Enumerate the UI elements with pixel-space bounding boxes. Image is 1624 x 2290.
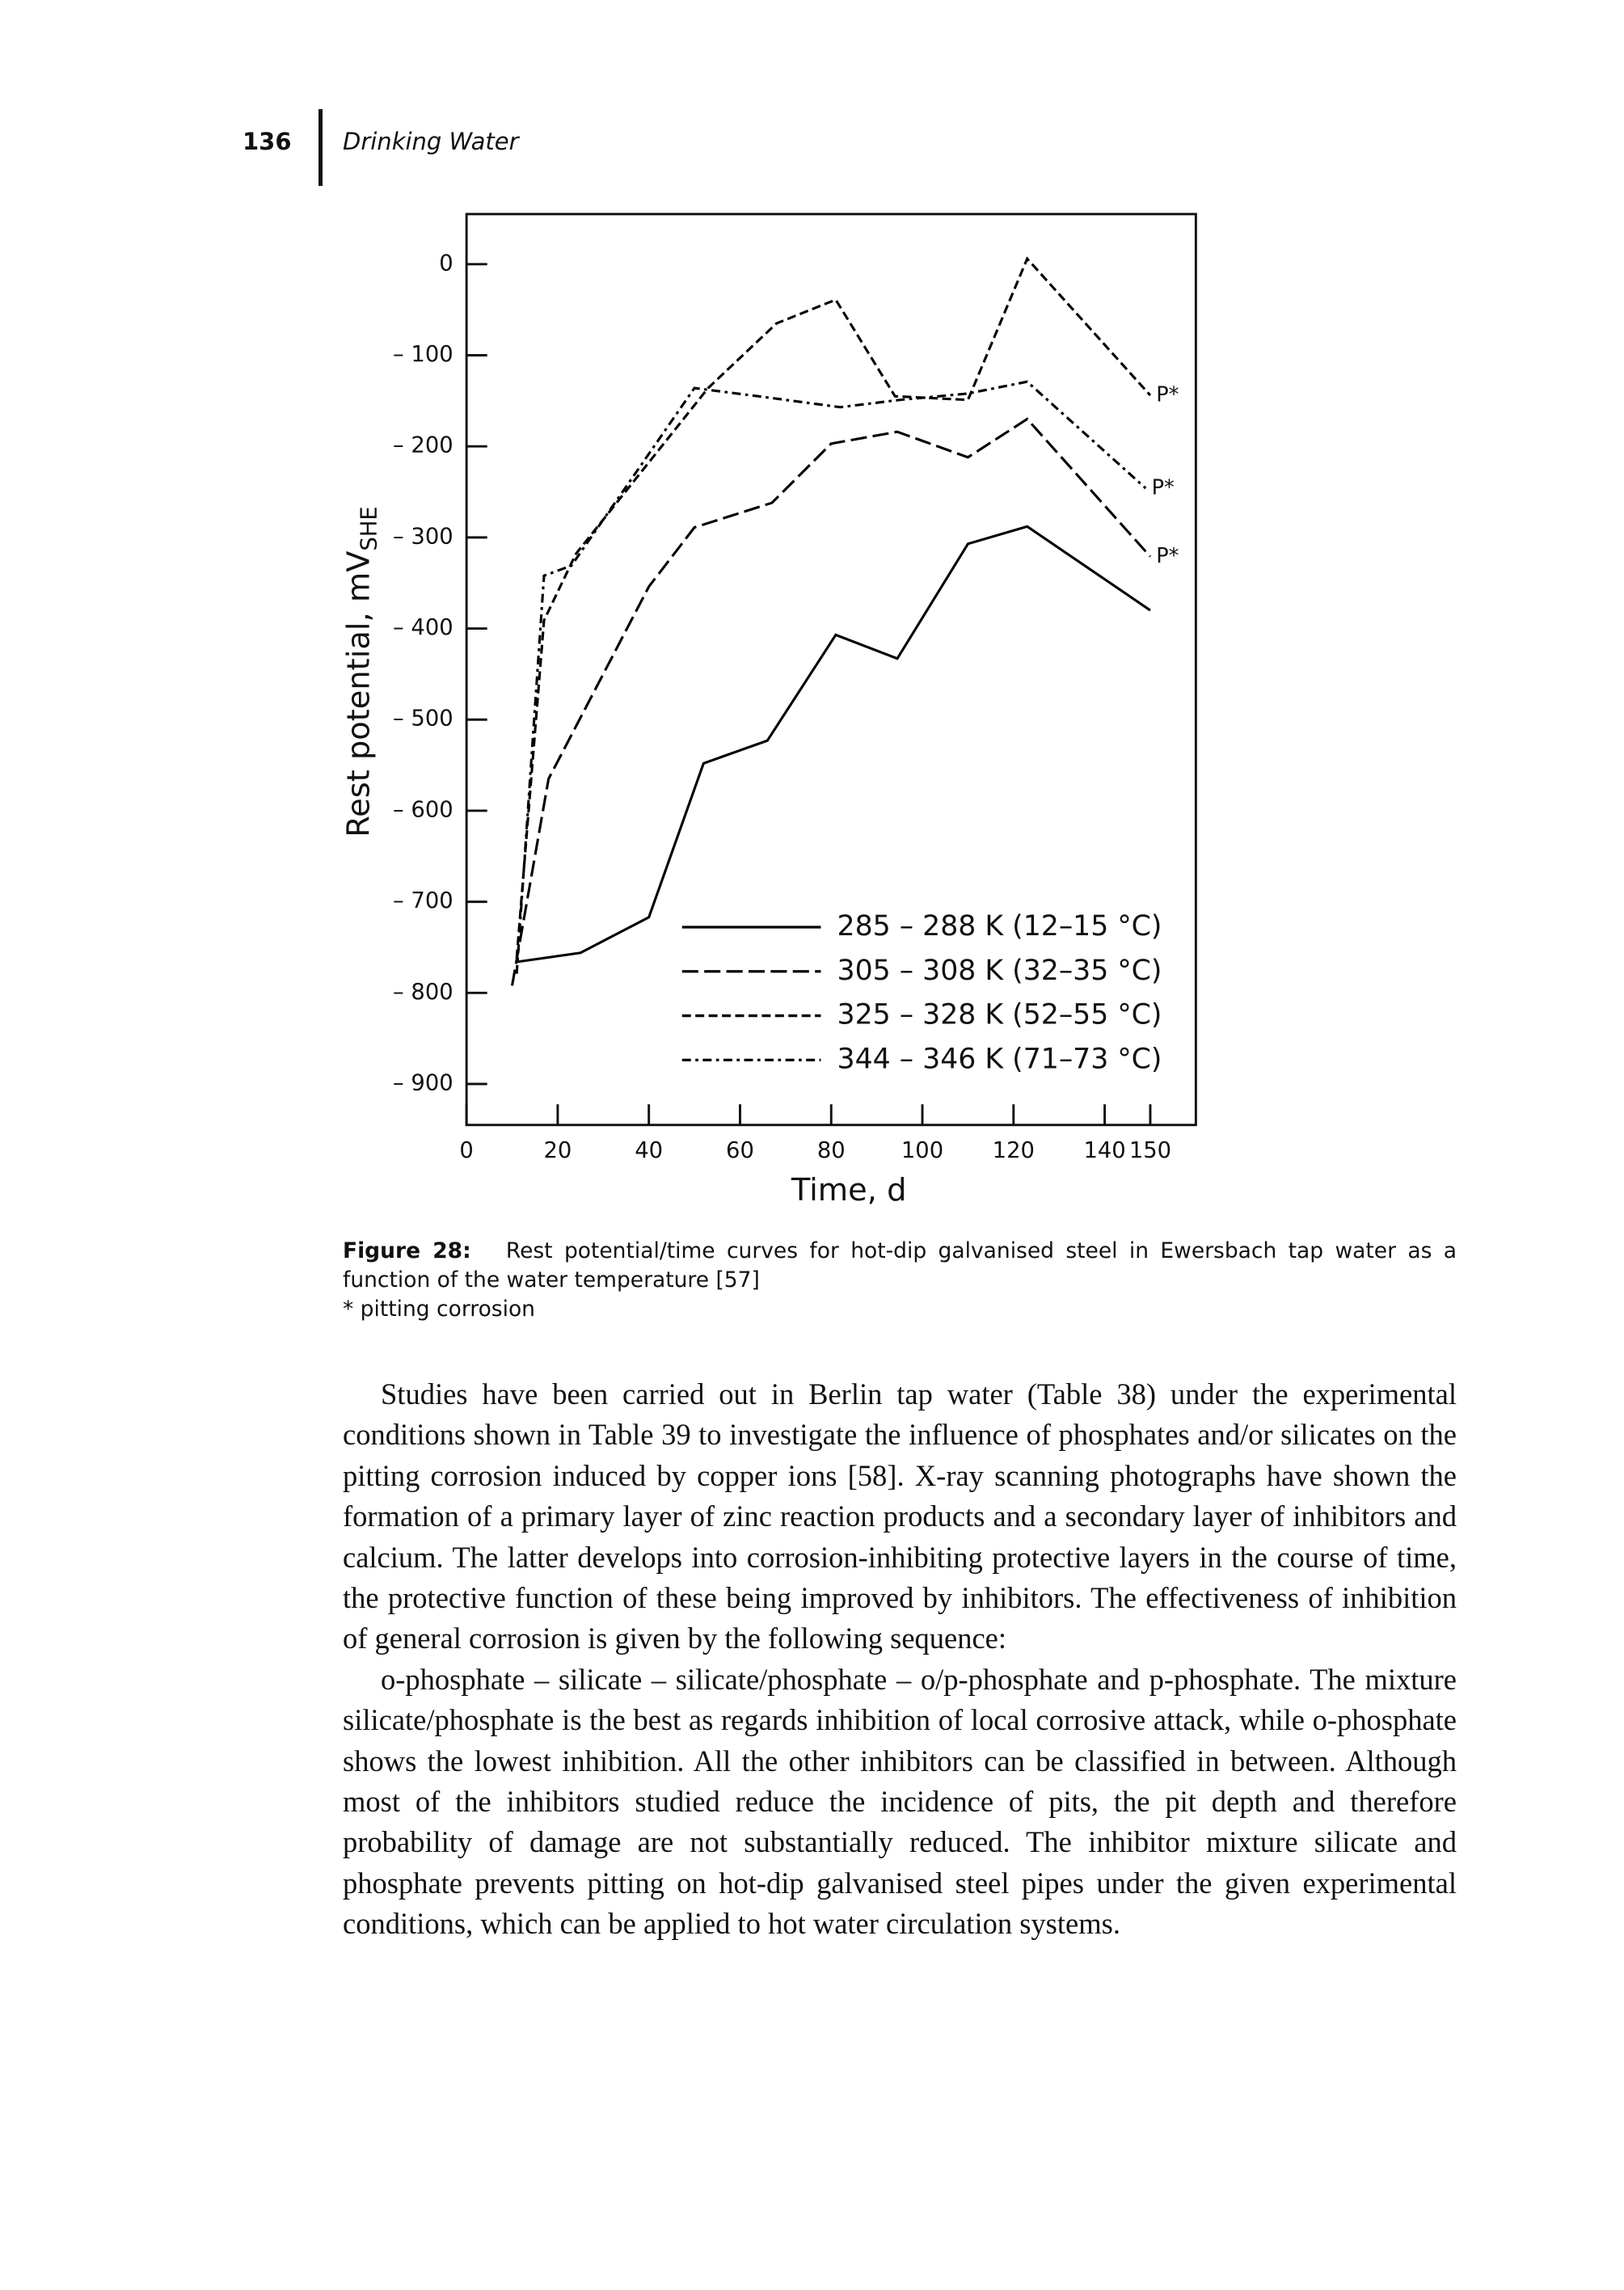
y-tick-label: – 800	[393, 980, 453, 1005]
caption-note: * pitting corrosion	[343, 1297, 535, 1322]
x-tick-label: 60	[726, 1138, 754, 1163]
running-title: Drinking Water	[343, 128, 519, 155]
page-number: 136	[243, 128, 292, 155]
header-rule	[318, 109, 323, 186]
caption-label: Figure 28:	[343, 1238, 471, 1263]
caption-main: Figure 28: Rest potential/time curves fo…	[343, 1237, 1457, 1295]
x-tick-label: 0	[459, 1138, 473, 1163]
x-tick-label: 100	[901, 1138, 943, 1163]
series-line	[515, 256, 1152, 959]
y-tick-label: 0	[439, 251, 453, 276]
legend-label: 285 – 288 K (12–15 °C)	[837, 910, 1162, 943]
paragraph: o-phosphate – silicate – silicate/phosph…	[343, 1662, 1457, 1941]
end-label: P*	[1156, 382, 1179, 407]
legend-label: 325 – 328 K (52–55 °C)	[837, 999, 1162, 1031]
y-axis-label-main: Rest potential, mV	[341, 551, 378, 837]
plot-frame	[465, 213, 1197, 1127]
y-tick-label: – 900	[393, 1071, 453, 1096]
y-tick-label: – 400	[393, 615, 453, 640]
series-line	[515, 380, 1147, 974]
series-line	[516, 525, 1151, 964]
figure-caption: Figure 28: Rest potential/time curves fo…	[343, 1237, 1457, 1324]
x-tick-label: 80	[817, 1138, 846, 1163]
paragraph: Studies have been carried out in Berlin …	[343, 1377, 1457, 1655]
y-tick-label: – 700	[393, 888, 453, 913]
caption-text: Rest potential/time curves for hot-dip g…	[343, 1238, 1457, 1293]
x-axis-label: Time, d	[791, 1172, 907, 1208]
body-text: Studies have been carried out in Berlin …	[343, 1374, 1457, 1945]
y-tick-label: – 300	[393, 524, 453, 549]
chart: Time, d Rest potential, mVSHE 0 – 100 – 20…	[341, 213, 1197, 1208]
legend-label: 344 – 346 K (71–73 °C)	[837, 1043, 1162, 1075]
y-tick-label: – 200	[393, 433, 453, 458]
x-tick-label: 20	[543, 1138, 572, 1163]
x-tick-label: 140	[1083, 1138, 1125, 1163]
y-tick-label: – 500	[393, 706, 453, 732]
series-line	[510, 417, 1152, 986]
end-label: P*	[1156, 544, 1179, 568]
legend-label: 305 – 308 K (32–35 °C)	[837, 955, 1162, 987]
end-label: P*	[1152, 475, 1175, 500]
x-tick-label: 40	[635, 1138, 663, 1163]
y-axis-label-sub: SHE	[357, 506, 382, 550]
y-tick-label: – 100	[393, 342, 453, 367]
y-axis-label: Rest potential, mVSHE	[341, 506, 382, 837]
x-tick-label: 120	[993, 1138, 1035, 1163]
x-tick-label: 150	[1129, 1138, 1171, 1163]
y-tick-label: – 600	[393, 797, 453, 822]
